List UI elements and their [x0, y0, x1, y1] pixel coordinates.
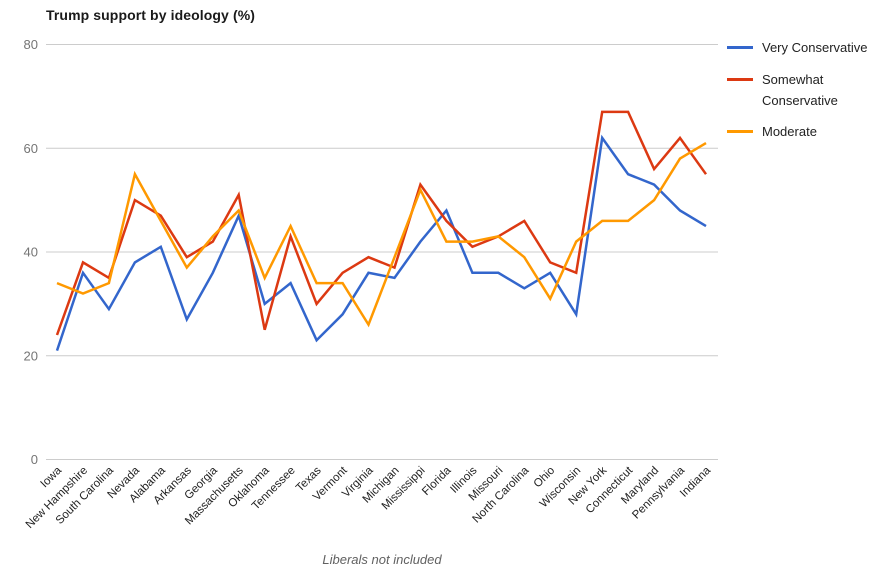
legend-swatch-icon: [727, 77, 753, 81]
y-axis-label: 0: [31, 452, 38, 467]
legend-label: Moderate: [762, 124, 817, 140]
series-line-somewhat-conservative: [55, 110, 708, 336]
legend-swatch-icon: [727, 46, 753, 49]
legend: Very Conservative Somewhat Conservative …: [727, 38, 889, 154]
series-line-moderate: [56, 142, 707, 328]
legend-item-very-conservative: Very Conservative: [727, 38, 889, 59]
x-axis-label: Florida: [420, 464, 454, 498]
legend-swatch-icon: [727, 130, 753, 134]
y-axis-label: 60: [24, 141, 38, 156]
y-axis-label: 40: [24, 245, 38, 260]
y-axis-label: 20: [24, 348, 38, 363]
y-axis-label: 80: [24, 37, 38, 52]
chart-footnote: Liberals not included: [322, 552, 442, 567]
series-line-very-conservative: [55, 134, 707, 351]
legend-item-moderate: Moderate: [727, 122, 889, 143]
legend-item-somewhat-conservative: Somewhat Conservative: [727, 70, 889, 112]
legend-label: Somewhat Conservative: [762, 71, 838, 108]
legend-label: Very Conservative: [762, 40, 868, 55]
chart-title: Trump support by ideology (%): [46, 7, 256, 23]
